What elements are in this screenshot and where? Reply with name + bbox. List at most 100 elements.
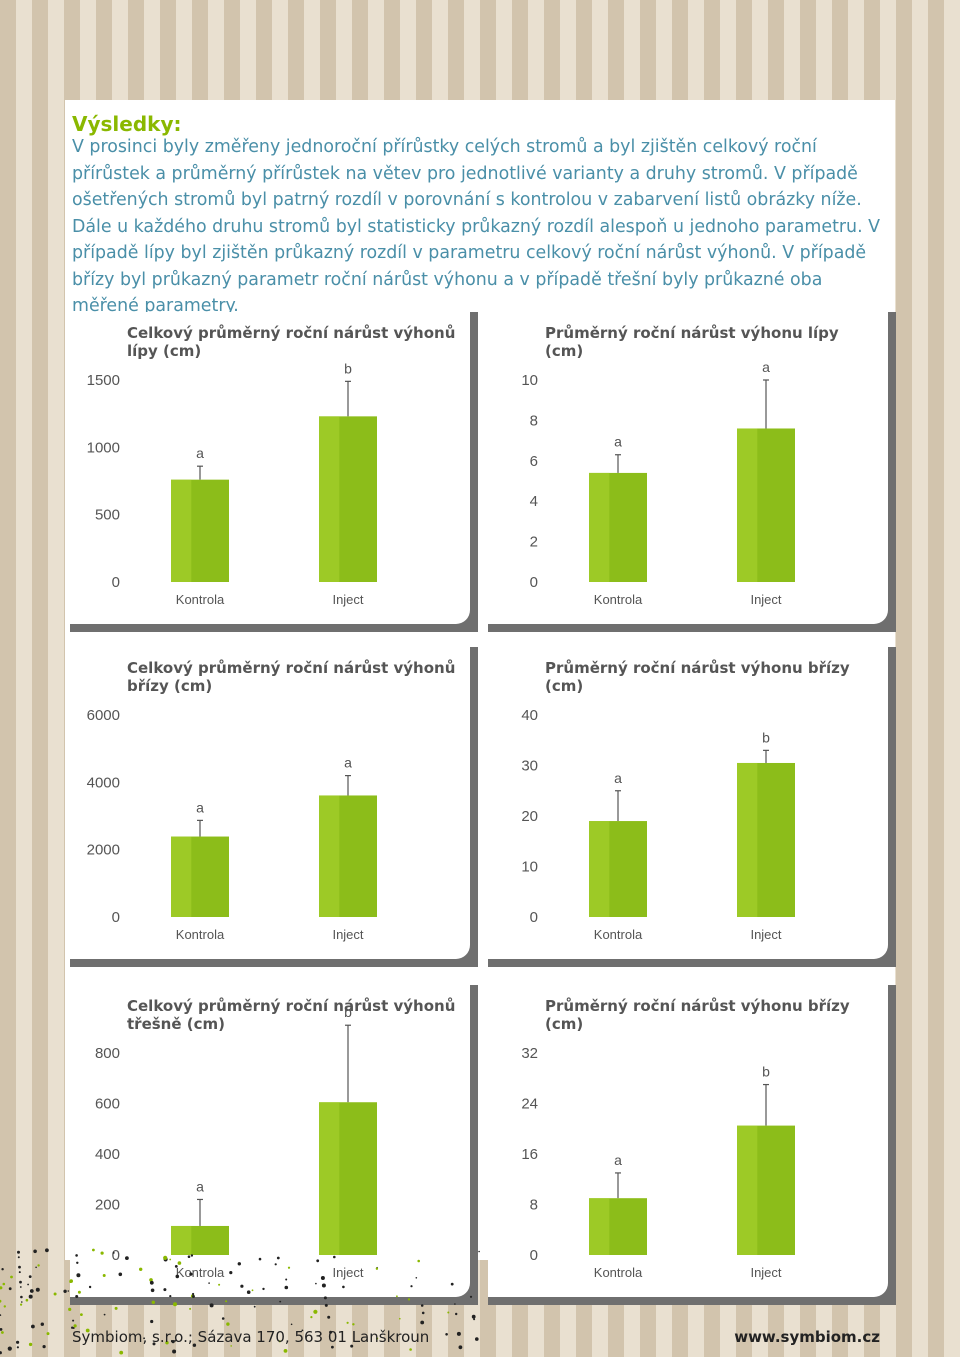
chart-area: Celkový průměrný roční nárůst výhonů tře…: [70, 985, 470, 1297]
decorative-dot: [346, 1321, 349, 1324]
decorative-dot: [420, 1320, 425, 1325]
decorative-dot: [76, 1261, 79, 1264]
y-tick-label: 0: [112, 909, 120, 926]
decorative-dot: [278, 1340, 281, 1343]
chart-title: Průměrný roční nárůst výhonu břízy (cm): [545, 659, 850, 695]
decorative-dot: [0, 1351, 2, 1355]
category-label: Kontrola: [594, 592, 643, 607]
significance-label: b: [344, 1004, 352, 1020]
decorative-dot: [16, 1346, 19, 1349]
chart-area: Průměrný roční nárůst výhonu lípy (cm) 0 2…: [488, 312, 888, 624]
category-label: Kontrola: [594, 927, 643, 942]
decorative-dot: [0, 1286, 3, 1290]
category-label: Kontrola: [176, 927, 225, 942]
bar-highlight: [737, 762, 758, 917]
decorative-dot: [112, 1252, 115, 1254]
bar-highlight: [319, 416, 340, 582]
decorative-dot: [169, 1258, 172, 1261]
decorative-dot: [350, 1344, 354, 1348]
y-tick-label: 4000: [87, 774, 120, 791]
decorative-dot: [1, 1331, 4, 1334]
decorative-dot: [218, 1283, 221, 1286]
decorative-dot: [342, 1285, 345, 1289]
decorative-dot: [475, 1337, 479, 1341]
decorative-dot: [100, 1251, 104, 1255]
decorative-dot: [191, 1295, 195, 1298]
significance-label: b: [762, 1064, 770, 1080]
decorative-dot: [143, 1337, 146, 1340]
decorative-dot: [28, 1275, 32, 1278]
decorative-dot: [92, 1248, 95, 1252]
decorative-dot: [19, 1280, 22, 1284]
decorative-dot: [274, 1263, 277, 1266]
decorative-dot: [29, 1289, 34, 1293]
decorative-dot: [315, 1282, 317, 1285]
y-tick-label: 10: [521, 372, 538, 389]
y-tick-label: 24: [521, 1096, 538, 1113]
decorative-dot: [450, 1282, 454, 1286]
decorative-dot: [396, 1295, 398, 1298]
decorative-dot: [171, 1340, 175, 1344]
decorative-dot: [139, 1267, 143, 1271]
decorative-dot: [192, 1292, 195, 1296]
decorative-dot: [63, 1289, 67, 1293]
decorative-dot: [187, 1255, 191, 1258]
bar-highlight: [319, 795, 340, 917]
decorative-dot: [327, 1315, 331, 1319]
category-label: Inject: [750, 1265, 781, 1280]
decorative-dot: [35, 1287, 40, 1292]
decorative-dot: [279, 1300, 282, 1303]
decorative-dot: [313, 1309, 318, 1314]
decorative-dot: [33, 1249, 37, 1254]
decorative-dot: [321, 1283, 326, 1288]
decorative-dot: [410, 1285, 413, 1288]
decorative-dot: [27, 1283, 29, 1286]
category-label: Kontrola: [594, 1265, 643, 1280]
significance-label: b: [762, 729, 770, 745]
decorative-dot: [287, 1266, 291, 1269]
decorative-dot: [456, 1331, 461, 1336]
bar-highlight: [171, 836, 192, 917]
decorative-dot: [310, 1316, 313, 1319]
decorative-dot: [290, 1323, 293, 1326]
decorative-dot: [151, 1300, 155, 1304]
y-tick-label: 500: [95, 507, 120, 524]
bar-highlight: [319, 1102, 340, 1255]
category-label: Inject: [332, 927, 363, 942]
decorative-dot: [80, 1313, 83, 1316]
decorative-dot: [478, 1250, 480, 1253]
decorative-dot: [85, 1328, 90, 1333]
significance-label: a: [614, 1152, 622, 1168]
decorative-dot: [114, 1306, 118, 1310]
y-tick-label: 40: [521, 707, 538, 724]
decorative-dot: [25, 1298, 29, 1302]
chart-panel: Průměrný roční nárůst výhonu břízy (cm) 0…: [488, 985, 896, 1305]
decorative-dot: [177, 1261, 182, 1265]
decorative-dot: [445, 1333, 448, 1336]
bar-highlight: [589, 821, 610, 917]
decorative-dot: [421, 1311, 425, 1315]
decorative-dot: [3, 1305, 6, 1308]
chart-area: Průměrný roční nárůst výhonu břízy (cm) 0…: [488, 985, 888, 1297]
decorative-dot: [75, 1295, 79, 1298]
decorative-dot: [77, 1290, 81, 1294]
y-tick-label: 200: [95, 1197, 120, 1214]
y-tick-label: 20: [521, 808, 538, 825]
decorative-dot: [149, 1278, 153, 1282]
decorative-dot: [102, 1274, 106, 1277]
decorative-dot: [240, 1284, 244, 1288]
decorative-dot: [415, 1277, 418, 1279]
y-tick-label: 0: [112, 1247, 120, 1264]
significance-label: a: [614, 770, 622, 786]
chart-title: Průměrný roční nárůst výhonu břízy (cm): [545, 997, 850, 1033]
y-tick-label: 600: [95, 1096, 120, 1113]
decorative-dot: [45, 1248, 49, 1253]
decorative-dot: [163, 1288, 167, 1292]
footer-website[interactable]: www.symbiom.cz: [734, 1328, 880, 1346]
decorative-dot: [119, 1350, 124, 1355]
y-tick-label: 800: [95, 1045, 120, 1062]
decorative-dot: [209, 1303, 214, 1308]
decorative-dot: [420, 1304, 424, 1307]
chart-title: Celkový průměrný roční nárůst výhonů líp…: [127, 324, 456, 360]
decorative-dot: [1, 1268, 4, 1271]
